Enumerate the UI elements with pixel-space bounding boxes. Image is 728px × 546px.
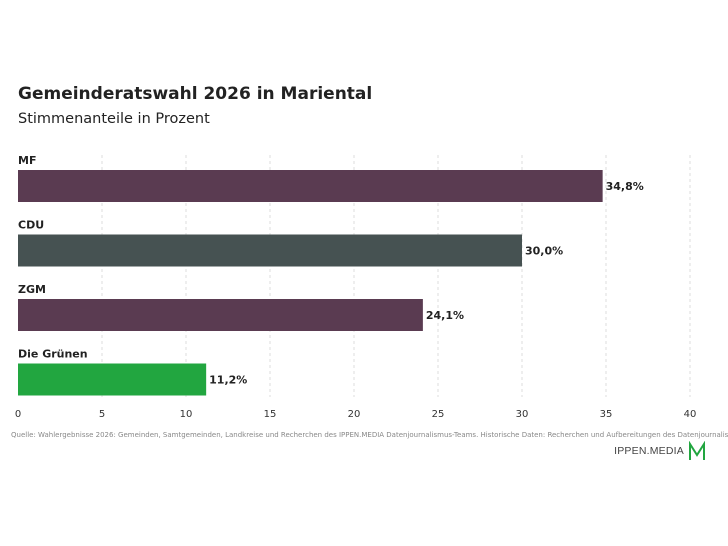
x-tick-label-0: 0 [15,409,21,420]
x-tick-label-2: 10 [180,409,193,420]
value-label-0: 34,8% [606,180,644,193]
category-label-3: Die Grünen [18,348,88,361]
bar-chart: MF 34,8% CDU 30,0% ZGM 24,1% Die Grünen 11,2% 0 5… [15,154,697,420]
category-label-2: ZGM [18,283,46,296]
chart-title: Gemeinderatswahl 2026 in Mariental [18,84,373,104]
bar-0 [18,170,603,202]
category-label-1: CDU [18,219,44,232]
x-tick-label-8: 40 [684,409,697,420]
source-note: Quelle: Wahlergebnisse 2026: Gemeinden, … [11,431,728,439]
x-tick-label-1: 5 [99,409,105,420]
x-tick-label-5: 25 [432,409,445,420]
value-label-2: 24,1% [426,309,464,322]
category-label-0: MF [18,154,36,167]
value-label-1: 30,0% [525,245,563,258]
publisher-logo: IPPEN.MEDIA [614,441,706,461]
x-tick-label-4: 20 [348,409,361,420]
chart-subtitle: Stimmenanteile in Prozent [18,111,210,127]
x-tick-label-6: 30 [516,409,529,420]
bar-3 [18,363,207,396]
x-tick-label-3: 15 [264,409,277,420]
x-tick-label-7: 35 [600,409,613,420]
logo-text: IPPEN.MEDIA [614,445,684,457]
bar-2 [18,299,423,331]
ippen-logo-icon [689,441,705,460]
value-label-3: 11,2% [209,374,247,387]
bar-1 [18,234,522,267]
